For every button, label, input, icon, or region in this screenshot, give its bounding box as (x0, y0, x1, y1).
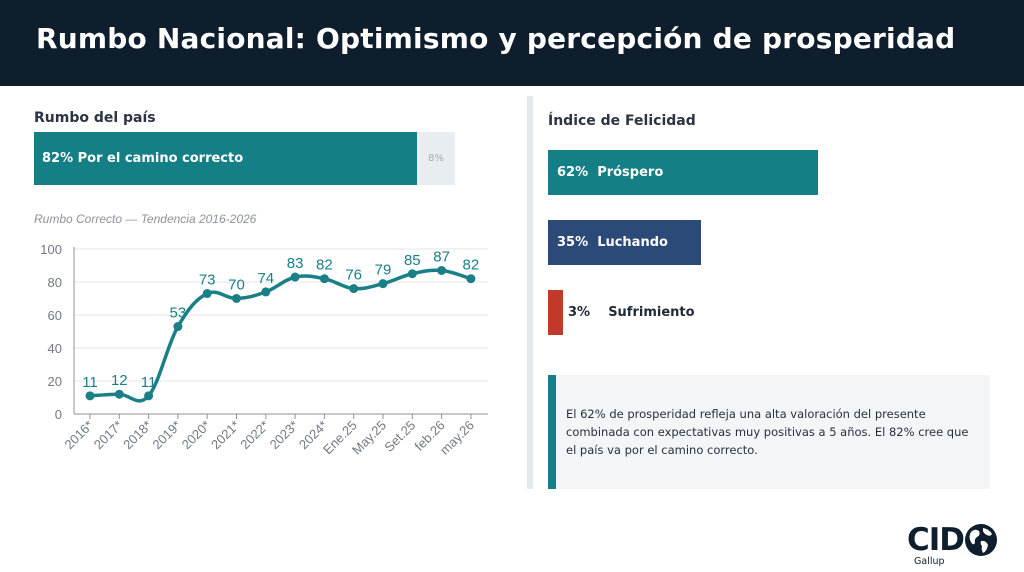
felicidad-bar-sufrimiento (548, 290, 563, 335)
y-tick-label: 60 (48, 308, 62, 323)
x-tick-label: 2021* (208, 418, 243, 453)
data-label: 85 (404, 252, 421, 269)
data-label: 87 (433, 248, 450, 265)
data-label: 83 (287, 255, 304, 272)
data-point (349, 284, 359, 294)
felicidad-name-luchando: Luchando (597, 235, 668, 250)
x-tick-label: 2020* (179, 418, 214, 453)
rumbo-bar-rest-label: 8% (428, 153, 444, 164)
trend-line-chart: 0204060801002016*2017*2018*2019*2020*202… (40, 242, 488, 458)
header-bar: Rumbo Nacional: Optimismo y percepción d… (0, 0, 1024, 86)
felicidad-label-prospero: 62% Próspero (557, 165, 663, 180)
x-tick-label: 2018* (120, 418, 155, 453)
felicidad-bar-luchando (548, 220, 701, 265)
felicidad-percent-prospero: 62% (557, 165, 589, 180)
data-point (144, 391, 154, 401)
data-point (173, 322, 183, 332)
data-label: 74 (257, 270, 274, 287)
y-tick-label: 0 (55, 407, 62, 422)
data-point (114, 389, 124, 399)
data-point (232, 294, 241, 303)
felicidad-label-luchando: 35% Luchando (557, 235, 668, 250)
data-label: 11 (141, 374, 157, 391)
felicidad-section-label: Índice de Felicidad (548, 113, 696, 129)
x-tick-label: 2023* (267, 418, 302, 453)
note-box (548, 375, 990, 489)
x-tick-label: 2019* (149, 418, 184, 453)
felicidad-percent-sufrimiento: 3% (568, 305, 591, 320)
data-label: 70 (228, 277, 245, 294)
felicidad-name-sufrimiento: Sufrimiento (608, 305, 695, 320)
x-tick-label: 2022* (237, 418, 272, 453)
data-label: 76 (345, 267, 362, 284)
data-point (407, 269, 417, 279)
data-label: 73 (199, 272, 216, 289)
data-point (290, 272, 300, 282)
data-point (378, 279, 388, 289)
data-point (466, 274, 476, 284)
data-point (319, 274, 329, 284)
data-label: 53 (170, 305, 187, 322)
data-point (437, 265, 447, 275)
data-label: 82 (463, 257, 480, 274)
logo-sub-text: Gallup (914, 556, 945, 567)
felicidad-label-sufrimiento: 3% Sufrimiento (568, 305, 695, 320)
rumbo-bar-fill (34, 132, 417, 185)
data-point (261, 287, 271, 297)
rumbo-section-label: Rumbo del país (34, 110, 156, 126)
data-label: 11 (82, 374, 98, 391)
data-label: 12 (111, 372, 128, 389)
chart-title: Rumbo Correcto — Tendencia 2016-2026 (34, 212, 257, 226)
cid-gallup-logo: CID Gallup (903, 518, 1003, 570)
x-tick-label: Set.25 (381, 418, 418, 455)
rumbo-bar-label: 82% Por el camino correcto (42, 151, 244, 166)
y-tick-label: 80 (48, 275, 62, 290)
page-title: Rumbo Nacional: Optimismo y percepción d… (36, 22, 956, 55)
y-tick-label: 100 (40, 242, 62, 257)
logo-main-text: CID (907, 522, 965, 558)
data-label: 82 (316, 257, 333, 274)
x-tick-label: 2016* (61, 418, 96, 453)
y-tick-label: 20 (48, 374, 62, 389)
felicidad-percent-luchando: 35% (557, 235, 589, 250)
y-tick-label: 40 (48, 341, 62, 356)
note-text: El 62% de prosperidad refleja una alta v… (566, 407, 969, 457)
data-label: 79 (375, 262, 392, 279)
column-divider (527, 96, 533, 489)
felicidad-name-prospero: Próspero (597, 165, 664, 180)
globe-icon (965, 524, 997, 556)
x-tick-label: 2017* (91, 418, 126, 453)
data-point (202, 289, 212, 299)
data-point (85, 391, 95, 401)
note-accent-bar (548, 375, 556, 489)
felicidad-bar-prospero (548, 150, 818, 195)
